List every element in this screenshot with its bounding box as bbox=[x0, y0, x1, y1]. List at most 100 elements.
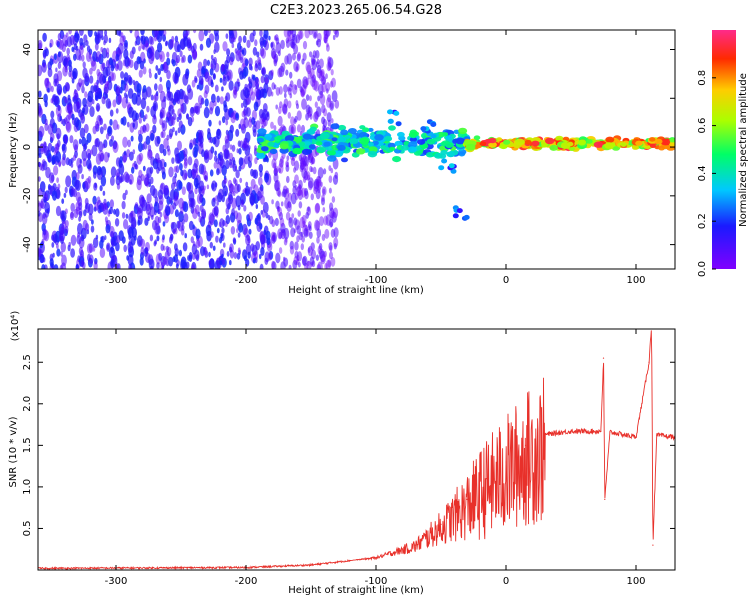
heatmap-cell bbox=[117, 60, 123, 71]
heatmap-cell bbox=[316, 146, 327, 153]
heatmap-cell bbox=[154, 83, 158, 91]
heatmap-cell bbox=[65, 65, 68, 70]
heatmap-cell bbox=[159, 54, 163, 60]
heatmap-cell bbox=[124, 83, 129, 93]
heatmap-cell bbox=[289, 71, 293, 79]
heatmap-cell bbox=[221, 227, 225, 234]
snr-point bbox=[648, 361, 650, 363]
heatmap-cell bbox=[593, 141, 604, 148]
heatmap-cell bbox=[309, 225, 312, 232]
heatmap-cell bbox=[333, 243, 337, 250]
snr-point bbox=[505, 461, 507, 463]
heatmap-cell bbox=[374, 134, 384, 141]
heatmap-cell bbox=[226, 75, 230, 82]
heatmap-cell bbox=[49, 58, 54, 66]
heatmap-cell bbox=[69, 211, 75, 221]
heatmap-cell bbox=[87, 30, 93, 38]
heatmap-cell bbox=[309, 51, 313, 58]
heatmap-cell bbox=[70, 248, 75, 258]
heatmap-cell bbox=[158, 208, 161, 215]
heatmap-cell bbox=[209, 169, 214, 177]
heatmap-cell bbox=[126, 121, 130, 128]
heatmap-cell bbox=[103, 123, 107, 131]
heatmap-cell bbox=[214, 105, 221, 117]
heatmap-cell bbox=[328, 175, 333, 183]
heatmap-cell bbox=[56, 70, 63, 82]
heatmap-cell bbox=[70, 234, 77, 246]
heatmap-cell bbox=[203, 30, 208, 37]
heatmap-cell bbox=[287, 35, 291, 42]
heatmap-cell bbox=[568, 146, 575, 151]
heatmap-cell bbox=[208, 137, 212, 143]
heatmap-cell bbox=[298, 179, 303, 190]
snr-point bbox=[652, 544, 654, 546]
heatmap-cell bbox=[245, 181, 249, 188]
heatmap-cell bbox=[139, 196, 146, 208]
heatmap-cell bbox=[261, 118, 267, 128]
heatmap-cell bbox=[184, 172, 188, 180]
heatmap-cell bbox=[312, 166, 317, 175]
heatmap-cell bbox=[250, 243, 255, 252]
heatmap-cell bbox=[44, 145, 49, 156]
heatmap-cell bbox=[144, 114, 148, 120]
heatmap-cell bbox=[198, 180, 205, 192]
heatmap-cell bbox=[150, 132, 155, 142]
heatmap-cell bbox=[134, 202, 139, 210]
heatmap-cell bbox=[306, 260, 312, 269]
heatmap-cell bbox=[197, 132, 203, 143]
heatmap-cell bbox=[243, 255, 248, 262]
heatmap-cell bbox=[380, 145, 387, 150]
heatmap-cell bbox=[62, 34, 68, 47]
heatmap-cell bbox=[315, 141, 323, 146]
heatmap-cell bbox=[246, 39, 251, 49]
heatmap-cell bbox=[222, 185, 228, 197]
heatmap-cell bbox=[209, 107, 214, 115]
heatmap-cell bbox=[124, 56, 130, 67]
heatmap-cell bbox=[293, 118, 297, 125]
heatmap-cell bbox=[296, 110, 302, 121]
heatmap-cell bbox=[83, 123, 89, 134]
heatmap-cell bbox=[319, 70, 323, 77]
heatmap-cell bbox=[129, 59, 134, 68]
heatmap-cell bbox=[316, 264, 321, 269]
heatmap-cell bbox=[225, 129, 229, 136]
heatmap-cell bbox=[308, 95, 312, 102]
heatmap-cell bbox=[307, 70, 312, 80]
heatmap-cell bbox=[284, 92, 287, 98]
snr-xtick-label: -300 bbox=[105, 576, 128, 587]
heatmap-cell bbox=[63, 135, 68, 144]
heatmap-cell bbox=[78, 78, 83, 87]
heatmap-cell bbox=[259, 30, 263, 37]
heatmap-cell bbox=[294, 174, 299, 184]
heatmap-cell bbox=[304, 188, 308, 196]
heatmap-cell bbox=[115, 108, 119, 114]
heatmap-cell bbox=[316, 67, 323, 79]
heatmap-cell bbox=[98, 115, 102, 122]
heatmap-cell bbox=[283, 238, 288, 246]
heatmap-cell bbox=[198, 163, 205, 175]
heatmap-cell bbox=[130, 210, 134, 218]
heatmap-cell bbox=[254, 86, 260, 98]
heatmap-cell bbox=[254, 157, 258, 165]
spectrogram-xtick-label: -300 bbox=[105, 275, 128, 286]
heatmap-cell bbox=[313, 80, 320, 92]
snr-ylabel: SNR (10 * v/v) bbox=[8, 416, 19, 487]
heatmap-cell bbox=[315, 175, 322, 188]
heatmap-cell bbox=[488, 141, 497, 148]
heatmap-cell bbox=[210, 63, 214, 70]
heatmap-cell bbox=[163, 30, 167, 37]
heatmap-cell bbox=[274, 165, 279, 174]
heatmap-cell bbox=[302, 76, 308, 88]
heatmap-cell bbox=[317, 181, 320, 187]
heatmap-cell bbox=[479, 141, 487, 147]
heatmap-cell bbox=[165, 41, 168, 47]
heatmap-cell bbox=[125, 213, 129, 219]
heatmap-cell bbox=[208, 119, 212, 127]
heatmap-cell bbox=[79, 158, 83, 164]
heatmap-cell bbox=[83, 34, 88, 43]
heatmap-cell bbox=[131, 166, 135, 174]
heatmap-cell bbox=[283, 98, 289, 108]
heatmap-cell bbox=[260, 40, 264, 49]
heatmap-cell bbox=[148, 72, 152, 79]
heatmap-cell bbox=[269, 148, 278, 154]
